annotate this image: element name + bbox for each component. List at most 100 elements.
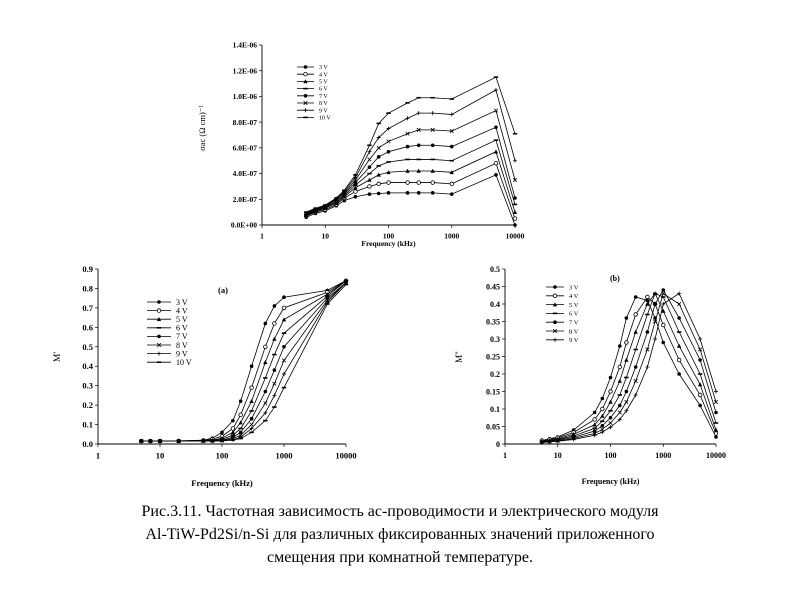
data-point xyxy=(494,125,498,130)
data-point xyxy=(367,192,372,196)
data-point xyxy=(272,381,277,386)
legend-marker xyxy=(157,334,161,339)
data-point xyxy=(405,144,410,149)
data-point xyxy=(713,427,719,432)
data-point xyxy=(513,196,517,200)
legend-marker xyxy=(553,320,557,325)
data-point xyxy=(334,200,339,205)
y-tick-label: 6.0E-07 xyxy=(233,143,258,152)
y-tick-label: 0.9 xyxy=(82,264,93,274)
data-point xyxy=(697,392,703,398)
data-point xyxy=(272,304,277,308)
y-tick-label: 0.3 xyxy=(490,335,500,344)
data-point xyxy=(592,433,597,438)
legend-marker xyxy=(303,79,308,84)
data-point xyxy=(405,180,410,185)
series-line xyxy=(541,296,717,441)
y-tick-label: 0.5 xyxy=(490,265,500,274)
data-point xyxy=(263,344,268,349)
y-tick-label: 0.25 xyxy=(486,352,500,361)
y-axis-label: σac (Ω cm)⁻¹ xyxy=(197,105,207,151)
data-point xyxy=(376,145,381,150)
data-point xyxy=(617,344,622,348)
data-point xyxy=(676,343,682,348)
legend-label: 10 V xyxy=(319,116,331,122)
data-point xyxy=(416,191,421,195)
data-point xyxy=(230,426,236,431)
series-line xyxy=(541,292,717,443)
x-tick-label: 10 xyxy=(554,451,562,460)
data-point xyxy=(430,191,435,195)
x-tick-label: 1000 xyxy=(444,232,459,241)
data-point xyxy=(272,368,277,372)
x-tick-label: 10000 xyxy=(706,451,726,460)
data-point xyxy=(653,337,658,341)
data-point xyxy=(386,180,391,185)
data-point xyxy=(272,393,277,398)
x-tick-label: 10 xyxy=(156,451,165,461)
y-tick-label: 0.7 xyxy=(82,303,93,313)
data-point xyxy=(249,385,254,390)
y-tick-label: 0 xyxy=(496,440,500,449)
data-point xyxy=(713,399,719,405)
data-point xyxy=(282,372,286,376)
y-tick-label: 0.0 xyxy=(82,439,93,449)
data-point xyxy=(249,426,254,431)
data-point xyxy=(633,393,638,397)
data-point xyxy=(677,316,681,320)
legend-label: 4 V xyxy=(569,293,579,300)
legend-marker xyxy=(156,342,162,348)
data-point xyxy=(430,180,435,185)
data-point xyxy=(512,209,518,214)
data-point xyxy=(386,149,391,154)
x-tick-label: 1 xyxy=(503,451,507,460)
legend-label: 4 V xyxy=(176,306,188,315)
legend-label: 8 V xyxy=(319,101,328,107)
legend-label: 7 V xyxy=(569,319,579,326)
data-point xyxy=(376,172,381,177)
data-point xyxy=(405,191,410,195)
legend-marker xyxy=(303,94,308,98)
data-point xyxy=(449,112,454,117)
legend-label: 6 V xyxy=(176,324,188,333)
data-point xyxy=(342,194,347,199)
caption-line-1: Рис.3.11. Частотная зависимость ас-прово… xyxy=(141,503,659,520)
data-point xyxy=(353,180,358,185)
data-point xyxy=(608,375,613,380)
series-line xyxy=(141,280,347,442)
data-point xyxy=(249,416,254,421)
y-tick-label: 1.0E-06 xyxy=(233,92,258,101)
series-line xyxy=(306,76,516,213)
data-point xyxy=(661,340,666,345)
data-point xyxy=(238,430,243,435)
data-point xyxy=(555,439,560,444)
data-point xyxy=(698,403,702,408)
data-point xyxy=(263,389,268,394)
data-point xyxy=(652,319,658,324)
data-point xyxy=(249,364,254,369)
data-point xyxy=(698,347,703,352)
data-point xyxy=(633,365,638,369)
data-point xyxy=(677,301,682,307)
y-tick-label: 0.8 xyxy=(82,283,93,293)
legend-marker xyxy=(157,351,161,356)
x-tick-label: 10000 xyxy=(506,232,525,241)
m-prime-chart: 0.0 0.1 0.2 0.3 0.4 0.5 0.6 0.7 0.8 0.9 1 10 100 1000… xyxy=(53,264,357,488)
data-point xyxy=(386,126,391,131)
data-point xyxy=(633,378,638,384)
series-line xyxy=(541,296,717,441)
data-point xyxy=(281,358,287,363)
data-point xyxy=(386,191,391,195)
data-point xyxy=(220,430,224,435)
data-point xyxy=(376,191,381,196)
data-point xyxy=(633,312,638,317)
data-point xyxy=(367,184,372,189)
data-point xyxy=(676,357,682,363)
data-point xyxy=(367,177,372,182)
data-point xyxy=(677,372,681,376)
data-point xyxy=(513,223,517,227)
data-point xyxy=(645,294,650,300)
legend-label: 8 V xyxy=(176,341,188,350)
legend-marker xyxy=(303,108,308,113)
sigma-ac-chart: 0.0E+00 2.0E-07 4.0E-07 6.0E-07 8.0E-07 1.0E-… xyxy=(197,41,525,248)
